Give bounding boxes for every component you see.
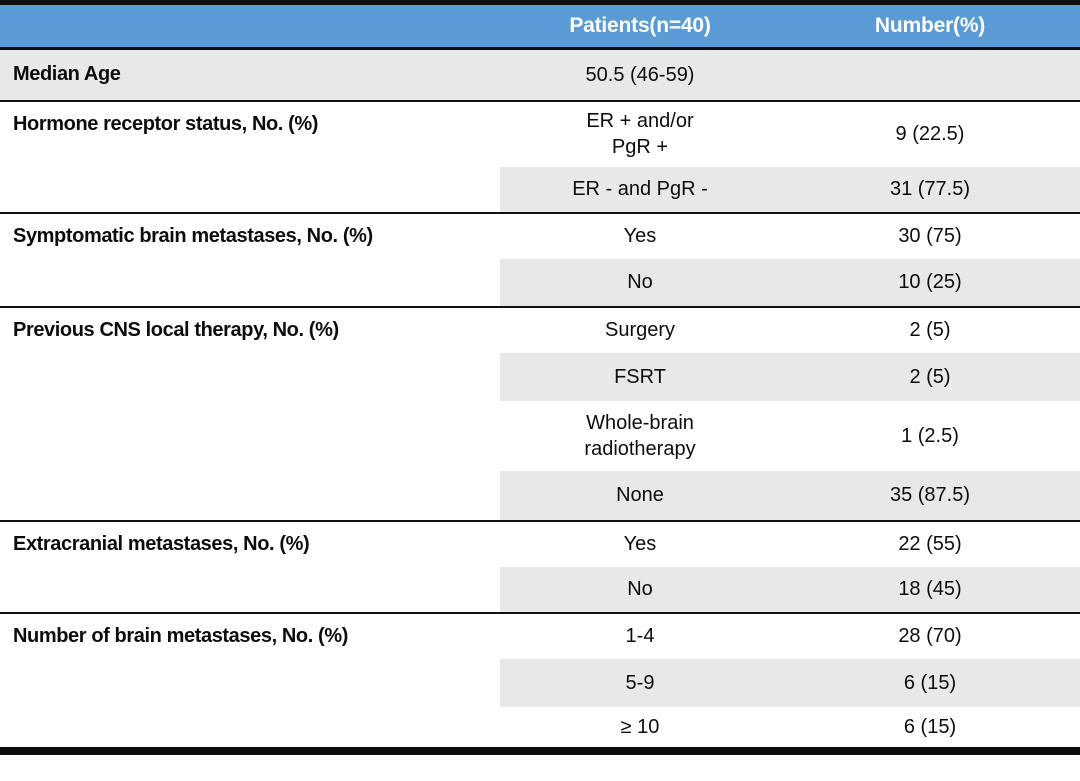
header-cell-empty (0, 2, 500, 50)
cell-number: 35 (87.5) (780, 470, 1080, 521)
table-header: Patients(n=40) Number(%) (0, 2, 1080, 50)
table-row: No 18 (45) (0, 566, 1080, 613)
table-row: Number of brain metastases, No. (%) 1-4 … (0, 613, 1080, 659)
cell-number: 10 (25) (780, 258, 1080, 307)
cell-number: 2 (5) (909, 319, 951, 341)
table-row: ≥ 10 6 (15) (0, 707, 1080, 751)
header-row: Patients(n=40) Number(%) (0, 2, 1080, 50)
row-label-number-brain-metastases: Number of brain metastases, No. (%) (13, 624, 348, 647)
cell-patients: Yes (623, 225, 657, 247)
section-symptomatic-brain-metastases: Symptomatic brain metastases, No. (%) Ye… (0, 212, 1080, 307)
cell-patients: 1-4 (625, 625, 655, 647)
table-row: None 35 (87.5) (0, 470, 1080, 521)
cell-number: 6 (15) (780, 658, 1080, 707)
table-row: Extracranial metastases, No. (%) Yes 22 … (0, 521, 1080, 567)
row-label-hormone-receptor: Hormone receptor status, No. (%) (13, 112, 319, 135)
cell-number: 28 (70) (898, 625, 962, 647)
table-row: No 10 (25) (0, 258, 1080, 307)
cell-number: 30 (75) (898, 225, 962, 247)
section-previous-cns-therapy: Previous CNS local therapy, No. (%) Surg… (0, 306, 1080, 521)
header-cell-patients: Patients(n=40) (500, 2, 780, 50)
cell-patients: FSRT (500, 352, 780, 401)
cell-number: 22 (55) (898, 533, 962, 555)
cell-number: 6 (15) (903, 715, 957, 738)
cell-patients: Whole-brain radiotherapy (584, 411, 696, 460)
cell-patients: None (500, 470, 780, 521)
table-row: 5-9 6 (15) (0, 658, 1080, 707)
cell-patients: 5-9 (500, 658, 780, 707)
cell-number: 31 (77.5) (780, 166, 1080, 213)
cell-number: 2 (5) (780, 352, 1080, 401)
row-label-symptomatic-brain-metastases: Symptomatic brain metastases, No. (%) (13, 224, 373, 247)
cell-number (780, 48, 1080, 101)
cell-patients: ER + and/or PgR + (586, 110, 694, 158)
table-row: Hormone receptor status, No. (%) ER + an… (0, 101, 1080, 167)
row-label-median-age: Median Age (0, 48, 500, 101)
table-row: ER - and PgR - 31 (77.5) (0, 166, 1080, 213)
cell-patients: Surgery (604, 319, 676, 341)
section-number-brain-metastases: Number of brain metastases, No. (%) 1-4 … (0, 612, 1080, 751)
table-row: FSRT 2 (5) (0, 352, 1080, 401)
table-row: Symptomatic brain metastases, No. (%) Ye… (0, 213, 1080, 259)
cell-patients: No (500, 258, 780, 307)
cell-patients: Yes (623, 533, 657, 555)
cell-patients: ER - and PgR - (500, 166, 780, 213)
header-cell-number: Number(%) (780, 2, 1080, 50)
cell-number: 9 (22.5) (895, 123, 965, 145)
patient-characteristics-table-wrap: Patients(n=40) Number(%) Median Age 50.5… (0, 0, 1080, 755)
patient-characteristics-table: Patients(n=40) Number(%) Median Age 50.5… (0, 0, 1080, 755)
table-row: Median Age 50.5 (46-59) (0, 48, 1080, 101)
cell-patients: No (500, 566, 780, 613)
section-median-age: Median Age 50.5 (46-59) (0, 48, 1080, 101)
table-row: Whole-brain radiotherapy 1 (2.5) (0, 401, 1080, 471)
row-label-previous-cns-therapy: Previous CNS local therapy, No. (%) (13, 318, 339, 341)
cell-number: 18 (45) (780, 566, 1080, 613)
section-hormone-receptor: Hormone receptor status, No. (%) ER + an… (0, 100, 1080, 213)
row-label-extracranial-metastases: Extracranial metastases, No. (%) (13, 532, 310, 555)
cell-patients: ≥ 10 (620, 715, 660, 738)
cell-number: 1 (2.5) (901, 424, 959, 447)
cell-patients: 50.5 (46-59) (500, 48, 780, 101)
table-row: Previous CNS local therapy, No. (%) Surg… (0, 307, 1080, 353)
section-extracranial-metastases: Extracranial metastases, No. (%) Yes 22 … (0, 520, 1080, 613)
